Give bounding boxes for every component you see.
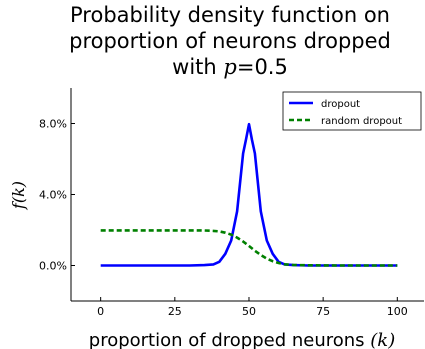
legend-box xyxy=(282,91,422,131)
series-line-dropout xyxy=(100,122,398,267)
x-tick-label: 25 xyxy=(168,305,182,318)
x-tick-label: 50 xyxy=(242,305,256,318)
title-math-p: p xyxy=(223,55,237,79)
plot-area xyxy=(100,122,398,267)
title-line-3: with p=0.5 xyxy=(45,54,415,80)
chart-title: Probability density function on proporti… xyxy=(45,2,415,80)
x-tick-label: 100 xyxy=(387,305,408,318)
title-line-2: proportion of neurons dropped xyxy=(69,29,391,53)
ticks: 0 25 50 75 100 0.0% 4.0% 8.0% xyxy=(39,118,408,319)
x-tick-label: 0 xyxy=(97,305,104,318)
x-tick-label: 75 xyxy=(316,305,330,318)
y-tick-label: 4.0% xyxy=(39,189,67,202)
legend-label-random-dropout: random dropout xyxy=(321,116,402,127)
x-axis-label-math: (k) xyxy=(370,330,395,349)
y-tick-label: 0.0% xyxy=(39,260,67,273)
legend-label-dropout: dropout xyxy=(321,99,360,110)
title-line-1: Probability density function on xyxy=(70,3,390,27)
y-tick-label: 8.0% xyxy=(39,118,67,131)
title-line-3-prefix: with xyxy=(172,55,224,79)
legend: dropout random dropout xyxy=(282,91,422,131)
title-line-3-suffix: =0.5 xyxy=(236,55,288,79)
y-axis-label: f(k) xyxy=(9,181,28,210)
x-axis-label: proportion of dropped neurons (k) xyxy=(89,330,395,349)
x-axis-label-text: proportion of dropped neurons xyxy=(89,330,365,349)
series-line-random-dropout xyxy=(100,229,398,267)
